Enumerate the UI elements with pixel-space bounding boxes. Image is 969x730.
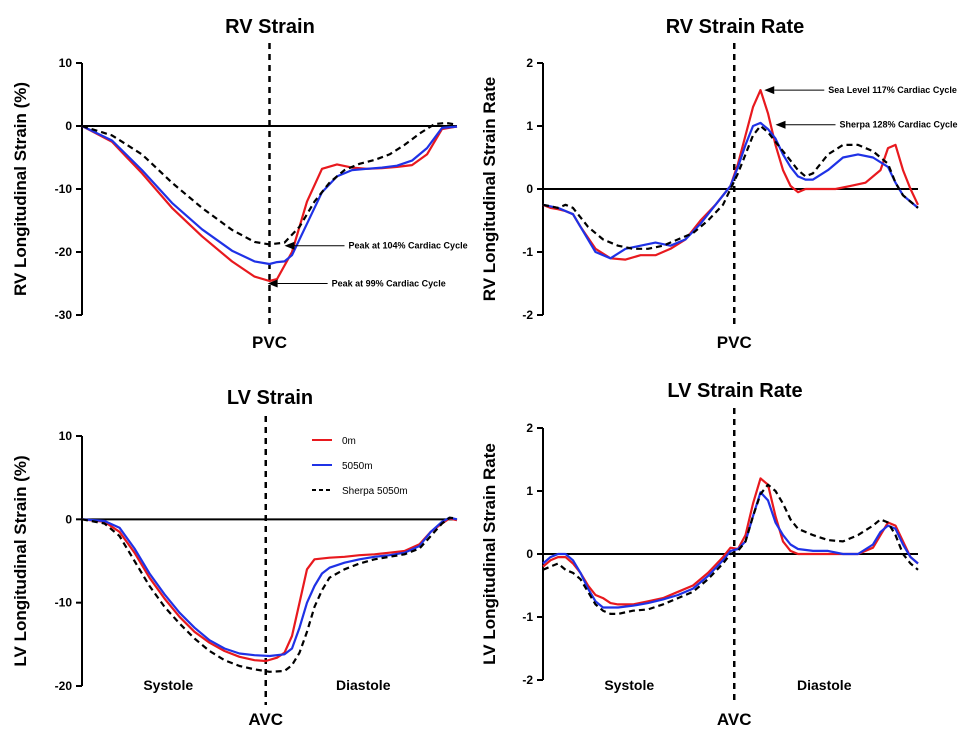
y-tick-label: 2 <box>526 56 533 70</box>
lv-strain-rate-chart: LV Strain Rate LV Longitudinal Strain Rat… <box>480 380 919 729</box>
chart-title: LV Strain <box>227 387 313 409</box>
series-line-5050m <box>81 516 458 658</box>
y-tick-label: 0 <box>526 182 533 196</box>
event-marker-label: PVC <box>252 333 287 352</box>
event-marker-label: AVC <box>248 710 283 729</box>
lv-strain-chart: LV Strain LV Longitudinal Strain (%) 10 0 -1… <box>11 387 458 729</box>
event-marker-label: PVC <box>717 333 752 352</box>
series-line-0m <box>81 125 458 283</box>
annotation-label: Peak at 104% Cardiac Cycle <box>349 241 468 251</box>
y-tick-label: -1 <box>522 245 533 259</box>
y-axis-label: RV Longitudinal Strain Rate <box>480 77 499 301</box>
series-line-5050m <box>542 491 919 609</box>
annotation-arrowhead <box>764 86 775 95</box>
y-tick-label: -30 <box>55 308 73 322</box>
series-line-0m <box>542 89 919 261</box>
y-tick-label: 2 <box>526 421 533 435</box>
y-axis-label: RV Longitudinal Strain (%) <box>11 82 30 296</box>
annotation-arrowhead <box>775 120 786 129</box>
phase-label: Systole <box>604 677 654 693</box>
y-tick-label: -2 <box>522 673 533 687</box>
y-axis-label: LV Longitudinal Strain (%) <box>11 455 30 666</box>
phase-label: Diastole <box>797 677 852 693</box>
annotation-arrowhead <box>284 241 295 250</box>
phase-label: Diastole <box>336 677 391 693</box>
y-tick-label: 10 <box>59 429 73 443</box>
chart-title: RV Strain <box>225 16 315 38</box>
legend: 0m 5050m Sherpa 5050m <box>312 436 408 497</box>
y-tick-label: -10 <box>55 596 73 610</box>
y-axis-label: LV Longitudinal Strain Rate <box>480 443 499 665</box>
y-tick-label: -1 <box>522 610 533 624</box>
series-line-0m <box>81 517 458 663</box>
series-line-sherpa <box>542 124 919 250</box>
annotation-label: Peak at 99% Cardiac Cycle <box>332 279 446 289</box>
y-tick-label: 10 <box>59 56 73 70</box>
annotation-label: Sherpa 128% Cardiac Cycle <box>840 120 958 130</box>
series-line-sherpa <box>542 483 919 615</box>
legend-label-sherpa: Sherpa 5050m <box>342 486 408 497</box>
y-tick-label: 0 <box>65 119 72 133</box>
y-tick-label: 1 <box>526 119 533 133</box>
annotation-arrowhead <box>267 279 278 288</box>
y-tick-label: -10 <box>55 182 73 196</box>
series-line-sherpa <box>81 516 458 673</box>
chart-title: RV Strain Rate <box>666 16 805 38</box>
legend-label-0m: 0m <box>342 436 356 447</box>
annotation-label: Sea Level 117% Cardiac Cycle <box>828 85 957 95</box>
series-line-5050m <box>81 125 458 266</box>
series-line-5050m <box>542 121 919 260</box>
rv-strain-chart: RV Strain RV Longitudinal Strain (%) 10 0 -1… <box>11 16 468 352</box>
phase-label: Systole <box>143 677 193 693</box>
y-tick-label: -20 <box>55 245 73 259</box>
y-tick-label: 0 <box>526 547 533 561</box>
y-tick-label: 0 <box>65 512 72 526</box>
y-tick-label: -20 <box>55 679 73 693</box>
y-tick-label: -2 <box>522 308 533 322</box>
series-line-sherpa <box>81 121 458 246</box>
series-line-0m <box>542 477 919 606</box>
y-tick-label: 1 <box>526 484 533 498</box>
chart-title: LV Strain Rate <box>667 380 802 402</box>
legend-label-5050m: 5050m <box>342 461 373 472</box>
event-marker-label: AVC <box>717 710 752 729</box>
rv-strain-rate-chart: RV Strain Rate RV Longitudinal Strain Rat… <box>480 16 958 352</box>
